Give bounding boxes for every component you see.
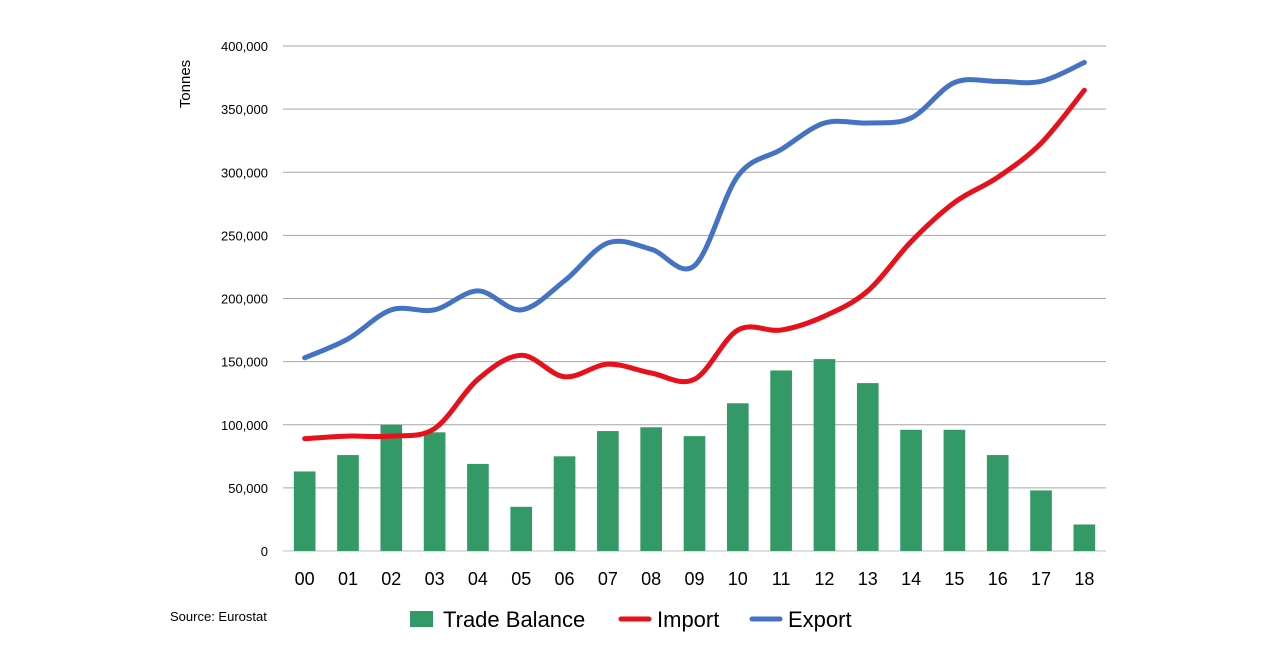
trade-balance-bar (1030, 490, 1052, 551)
x-tick-label: 13 (858, 569, 878, 589)
legend: Trade Balance Import Export (410, 607, 852, 632)
x-tick-label: 15 (944, 569, 964, 589)
x-tick-label: 06 (555, 569, 575, 589)
x-axis-ticks: 00 01 02 03 04 05 06 07 08 09 10 11 12 13 14 15 16 17 18 (295, 569, 1095, 589)
trade-balance-bar (380, 424, 403, 551)
y-tick-label: 400,000 (221, 39, 268, 54)
series-lines (302, 59, 1087, 442)
y-tick-label: 250,000 (221, 228, 268, 243)
trade-balance-bar (943, 429, 966, 551)
trade-balance-bar (1073, 524, 1096, 551)
trade-balance-bar (986, 455, 1009, 551)
y-tick-label: 100,000 (221, 418, 268, 433)
legend-item: Import (618, 607, 719, 632)
y-tick-label: 150,000 (221, 355, 268, 370)
x-tick-label: 09 (684, 569, 704, 589)
legend-label: Trade Balance (443, 607, 585, 632)
legend-item: Export (749, 607, 852, 632)
trade-balance-bar (640, 427, 663, 551)
x-tick-label: 12 (814, 569, 834, 589)
x-tick-label: 02 (381, 569, 401, 589)
x-tick-label: 01 (338, 569, 358, 589)
trade-balance-bar (856, 383, 879, 551)
x-tick-label: 14 (901, 569, 921, 589)
y-tick-label: 350,000 (221, 102, 268, 117)
import-line (302, 87, 1087, 442)
gridlines (283, 45, 1106, 552)
x-tick-label: 00 (295, 569, 315, 589)
trade-balance-bar (726, 403, 749, 551)
trade-balance-bar (510, 506, 533, 551)
trade-balance-bar (553, 456, 576, 551)
x-tick-label: 11 (772, 569, 791, 589)
x-tick-label: 08 (641, 569, 661, 589)
y-tick-label: 50,000 (228, 481, 268, 496)
export-line (302, 59, 1087, 361)
legend-item: Trade Balance (410, 607, 585, 632)
source-note: Source: Eurostat (170, 609, 267, 624)
legend-label: Import (657, 607, 719, 632)
y-tick-label: 300,000 (221, 165, 268, 180)
trade-balance-bars (293, 359, 1096, 551)
trade-balance-bar (293, 471, 316, 551)
x-tick-label: 03 (425, 569, 445, 589)
x-tick-label: 18 (1074, 569, 1094, 589)
y-tick-label: 0 (261, 544, 268, 559)
legend-label: Export (788, 607, 852, 632)
trade-balance-bar (683, 436, 706, 551)
trade-balance-bar (813, 359, 836, 551)
x-tick-label: 05 (511, 569, 531, 589)
x-tick-label: 16 (988, 569, 1008, 589)
x-tick-label: 10 (728, 569, 748, 589)
trade-balance-bar (337, 455, 359, 551)
trade-balance-bar (900, 429, 922, 551)
x-tick-label: 04 (468, 569, 488, 589)
legend-swatch-bar (410, 611, 433, 627)
y-axis-label: Tonnes (177, 60, 194, 108)
x-tick-label: 17 (1031, 569, 1051, 589)
trade-balance-bar (467, 463, 489, 551)
x-tick-label: 07 (598, 569, 618, 589)
y-axis-ticks: 0 50,000 100,000 150,000 200,000 250,000 300,0… (221, 39, 268, 559)
y-tick-label: 200,000 (221, 292, 268, 307)
trade-balance-bar (770, 370, 792, 551)
trade-balance-bar (597, 431, 619, 551)
trade-balance-bar (423, 432, 446, 551)
